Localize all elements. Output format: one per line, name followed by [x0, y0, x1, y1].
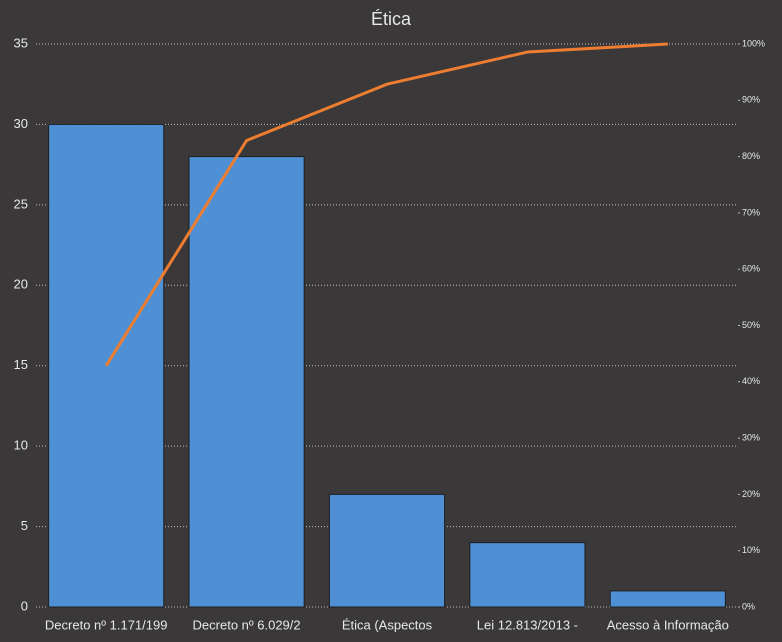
y-tick-label: 5	[21, 518, 28, 533]
y2-tick-label: 90%	[742, 95, 760, 105]
y2-tick-label: 30%	[742, 432, 760, 442]
bar	[188, 156, 305, 608]
x-tick-label: Ética (Aspectos	[342, 617, 433, 632]
bar	[469, 542, 586, 608]
y2-tick-label: 0%	[742, 601, 755, 611]
bar	[609, 590, 726, 608]
y2-tick-label: 60%	[742, 264, 760, 274]
y2-tick-label: 40%	[742, 376, 760, 386]
y-tick-label: 0	[21, 598, 28, 613]
y2-tick-label: 80%	[742, 151, 760, 161]
chart-title: Ética	[371, 9, 412, 29]
y-tick-label: 20	[14, 277, 28, 292]
y-tick-label: 15	[14, 357, 28, 372]
y-tick-label: 30	[14, 116, 28, 131]
x-tick-label: Acesso à Informação	[607, 617, 729, 632]
y2-tick-label: 20%	[742, 489, 760, 499]
cumulative-line	[104, 42, 668, 367]
bar	[328, 493, 446, 608]
x-tick-label: Decreto nº 6.029/2	[193, 617, 301, 632]
y2-tick-label: 70%	[742, 207, 760, 217]
y-tick-label: 10	[14, 438, 28, 453]
bar	[48, 123, 165, 608]
y2-tick-label: 10%	[742, 545, 760, 555]
y-tick-label: 25	[14, 196, 28, 211]
y2-tick-label: 100%	[742, 38, 765, 48]
x-tick-label: Decreto nº 1.171/199	[45, 617, 168, 632]
x-tick-label: Lei 12.813/2013 -	[477, 617, 578, 632]
y2-tick-label: 50%	[742, 320, 760, 330]
y-tick-label: 35	[14, 35, 28, 50]
